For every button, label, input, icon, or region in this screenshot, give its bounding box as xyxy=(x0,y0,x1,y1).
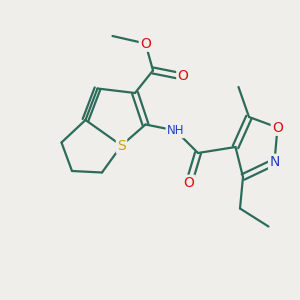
Text: S: S xyxy=(117,139,126,152)
Text: O: O xyxy=(140,37,151,50)
Text: O: O xyxy=(272,121,283,134)
Text: N: N xyxy=(269,155,280,169)
Text: NH: NH xyxy=(167,124,184,137)
Text: O: O xyxy=(178,70,188,83)
Text: O: O xyxy=(184,176,194,190)
